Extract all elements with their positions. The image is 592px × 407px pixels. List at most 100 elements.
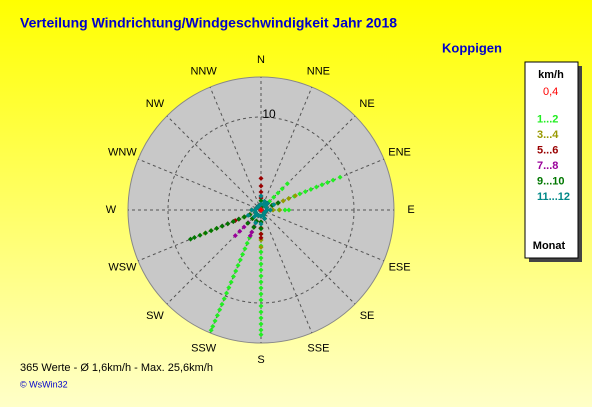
data-point <box>271 202 277 208</box>
data-point <box>253 220 259 226</box>
dot-trail <box>219 301 225 307</box>
legend-label: 9...10 <box>537 175 565 187</box>
data-point <box>292 193 298 199</box>
dot-trail <box>325 179 331 185</box>
spoke <box>137 158 262 211</box>
direction-label: ESE <box>389 261 411 273</box>
dot-trail <box>275 190 281 196</box>
spoke <box>209 86 262 211</box>
direction-label: NW <box>146 98 165 110</box>
data-point <box>258 193 264 199</box>
legend-label: 11...12 <box>537 191 570 203</box>
dot-trail <box>286 196 292 202</box>
dot-trail <box>258 279 264 285</box>
data-point <box>232 233 238 239</box>
data-point <box>251 224 257 230</box>
dot-trail <box>282 207 288 213</box>
dot-trail <box>221 296 227 302</box>
dot-trail <box>258 315 264 321</box>
dot-trail <box>258 285 264 291</box>
dot-trail <box>258 273 264 279</box>
data-point <box>286 207 292 213</box>
dot-trail <box>258 183 264 189</box>
dot-trail <box>258 291 264 297</box>
dot-trail <box>236 216 242 222</box>
direction-label: SE <box>360 310 375 322</box>
legend-label: 0,4 <box>543 86 558 98</box>
dot-trail <box>240 251 246 257</box>
dot-trail <box>297 191 303 197</box>
dot-trail <box>258 309 264 315</box>
data-point <box>258 244 264 250</box>
data-point <box>258 198 264 204</box>
spoke <box>166 209 262 305</box>
direction-label: ENE <box>388 147 411 159</box>
dot-trail <box>225 221 231 227</box>
spoke <box>260 209 385 262</box>
dot-trail <box>241 214 247 220</box>
dot-trail <box>224 290 230 296</box>
direction-label: SW <box>146 310 164 322</box>
dot-trail <box>235 262 241 268</box>
dot-trail <box>258 297 264 303</box>
data-point <box>258 221 264 227</box>
dot-trail <box>214 225 220 231</box>
legend-footer: Monat <box>533 240 566 252</box>
dot-trail <box>228 279 234 285</box>
dot-trail <box>258 255 264 261</box>
dot-trail <box>237 228 243 234</box>
direction-label: SSW <box>191 342 217 354</box>
dot-trail <box>214 312 220 318</box>
dot-trail <box>244 240 250 246</box>
data-point <box>247 233 253 239</box>
spoke <box>260 209 313 334</box>
dot-trail <box>313 184 319 190</box>
dot-trail <box>258 231 264 237</box>
data-point <box>267 207 273 213</box>
data-point <box>258 332 264 338</box>
dot-trail <box>258 321 264 327</box>
data-point <box>284 181 290 187</box>
direction-label: N <box>257 54 265 66</box>
dot-trail <box>308 186 314 192</box>
dot-trail <box>258 189 264 195</box>
data-point <box>265 200 271 206</box>
dot-trail <box>203 230 209 236</box>
dot-trail <box>233 268 239 274</box>
direction-label: S <box>257 354 264 366</box>
data-point <box>258 235 264 241</box>
data-point <box>262 198 268 204</box>
dot-trail <box>258 303 264 309</box>
data-point <box>258 207 264 213</box>
dot-trail <box>258 249 264 255</box>
dot-trail <box>242 246 248 252</box>
dot-trail <box>270 207 276 213</box>
direction-label: W <box>106 204 117 216</box>
dot-trail <box>212 318 218 324</box>
dot-trail <box>330 177 336 183</box>
direction-label: NNW <box>190 65 217 77</box>
data-point <box>249 207 255 213</box>
dot-trail <box>258 267 264 273</box>
chart-title: Verteilung Windrichtung/Windgeschwindigk… <box>20 15 397 31</box>
data-point <box>275 200 281 206</box>
data-point <box>245 220 251 226</box>
spoke <box>260 86 313 211</box>
dot-trail <box>230 218 236 224</box>
dot-trail <box>230 274 236 280</box>
dot-trail <box>217 307 223 313</box>
direction-label: SSE <box>307 342 329 354</box>
legend-title: km/h <box>538 69 564 81</box>
spoke <box>260 115 356 211</box>
dot-trail <box>241 224 247 230</box>
data-point <box>208 327 214 333</box>
dot-trail <box>271 194 277 200</box>
data-point <box>258 226 264 232</box>
direction-label: WSW <box>108 261 137 273</box>
data-point <box>337 174 343 180</box>
dot-trail <box>302 189 308 195</box>
data-point <box>258 175 264 181</box>
dot-trail <box>249 229 255 235</box>
data-point <box>245 212 251 218</box>
